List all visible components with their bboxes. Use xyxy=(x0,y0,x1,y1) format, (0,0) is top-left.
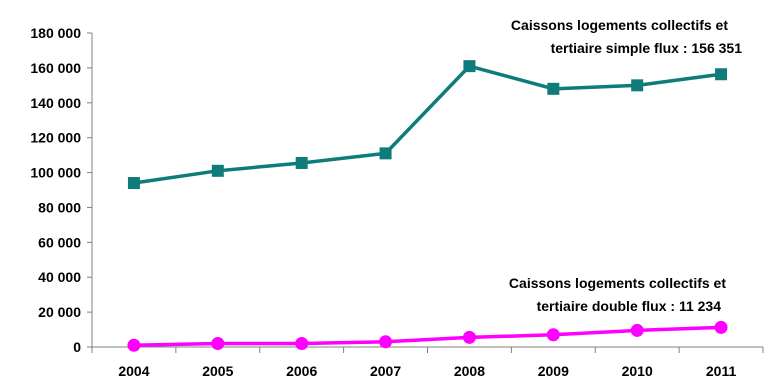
y-tick-label: 100 000 xyxy=(30,165,81,181)
x-tick-label: 2005 xyxy=(202,363,233,379)
x-tick-label: 2011 xyxy=(706,363,737,379)
series-2-point xyxy=(462,330,476,344)
series-1-point xyxy=(547,82,560,95)
y-tick-label: 60 000 xyxy=(38,234,81,250)
x-axis: 2004 2005 2006 2007 2008 2009 2010 2011 xyxy=(91,346,764,379)
x-tick-label: 2008 xyxy=(454,363,485,379)
series-1 xyxy=(127,60,728,190)
y-tick-label: 120 000 xyxy=(30,130,81,146)
series-2-line xyxy=(133,325,722,348)
series-1-line xyxy=(133,64,722,185)
y-tick-label: 140 000 xyxy=(30,95,81,111)
y-tick-label: 180 000 xyxy=(30,25,81,41)
series-2-annotation-line-1: Caissons logements collectifs et xyxy=(509,275,726,291)
series-2-point xyxy=(546,328,560,342)
series-2-point xyxy=(379,335,393,349)
series-layer xyxy=(127,60,728,352)
series-1-point xyxy=(379,147,392,160)
series-2-point xyxy=(211,337,225,351)
y-tick-label: 40 000 xyxy=(38,269,81,285)
series-1-annotation-line-2: tertiaire simple flux : 156 351 xyxy=(551,40,743,56)
series-2-annotation-line-2: tertiaire double flux : 11 234 xyxy=(537,298,722,314)
series-1-point xyxy=(295,156,308,169)
series-2-point xyxy=(295,337,309,351)
series-1-annotation-line-1: Caissons logements collectifs et xyxy=(511,17,728,33)
series-2-point xyxy=(630,323,644,337)
series-2-point xyxy=(127,338,141,352)
series-1-point xyxy=(463,60,476,73)
annotation-layer: Caissons logements collectifs et tertiai… xyxy=(509,17,742,314)
y-axis: 0 20 000 40 000 60 000 80 000 100 000 120 000 1… xyxy=(30,25,93,355)
x-tick-label: 2006 xyxy=(286,363,317,379)
series-1-point xyxy=(127,177,140,190)
x-tick-label: 2004 xyxy=(118,363,149,379)
y-tick-label: 0 xyxy=(73,339,81,355)
series-1-point xyxy=(211,164,224,177)
x-tick-label: 2009 xyxy=(538,363,569,379)
series-2-point xyxy=(714,320,728,334)
series-2 xyxy=(127,320,728,352)
series-1-point xyxy=(715,68,728,81)
y-tick-label: 80 000 xyxy=(38,199,81,215)
series-1-point xyxy=(631,79,644,92)
y-tick-label: 20 000 xyxy=(38,304,81,320)
y-tick-label: 160 000 xyxy=(30,60,81,76)
x-tick-label: 2010 xyxy=(622,363,653,379)
x-tick-label: 2007 xyxy=(370,363,401,379)
